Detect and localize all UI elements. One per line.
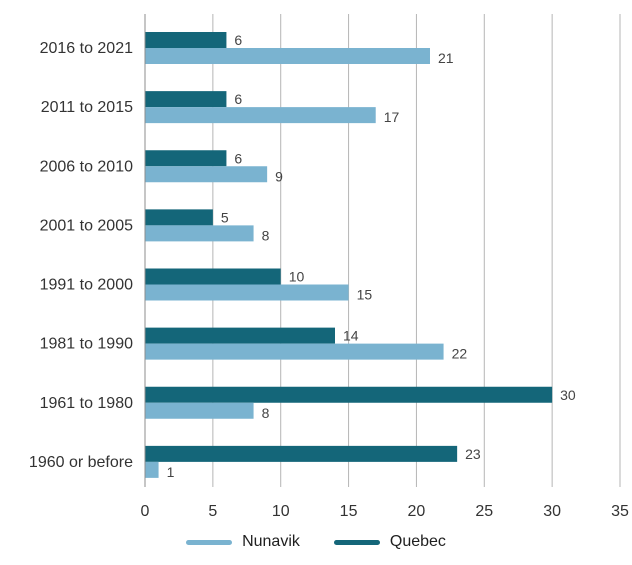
category-label-1981-to-1990: 1981 to 1990 (40, 336, 134, 353)
x-tick-label-5: 5 (208, 503, 217, 520)
bar-nunavik-2011-to-2015 (145, 107, 376, 124)
category-label-2011-to-2015: 2011 to 2015 (41, 99, 133, 116)
x-tick-label-25: 25 (475, 503, 493, 520)
legend-swatch-quebec (333, 539, 380, 545)
data-label-nunavik-2016-to-2021: 21 (438, 50, 454, 66)
data-label-quebec-1961-to-1980: 30 (560, 387, 576, 403)
legend-swatch-nunavik (186, 539, 233, 545)
bar-nunavik-1981-to-1990 (145, 343, 444, 360)
category-label-1960-or-before: 1960 or before (29, 454, 133, 471)
data-label-quebec-2006-to-2010: 6 (234, 150, 242, 166)
x-tick-label-0: 0 (141, 503, 150, 520)
bar-quebec-1991-to-2000 (145, 268, 281, 285)
category-label-2016-to-2021: 2016 to 2021 (40, 40, 134, 57)
bar-nunavik-2006-to-2010 (145, 166, 268, 183)
bar-quebec-2001-to-2005 (145, 209, 213, 226)
x-tick-label-30: 30 (543, 503, 561, 520)
bar-nunavik-1991-to-2000 (145, 284, 349, 301)
bar-nunavik-1961-to-1980 (145, 402, 254, 419)
category-label-1991-to-2000: 1991 to 2000 (40, 277, 134, 294)
data-label-nunavik-2011-to-2015: 17 (384, 109, 400, 125)
x-tick-label-10: 10 (272, 503, 290, 520)
data-label-nunavik-2001-to-2005: 8 (262, 227, 270, 243)
x-tick-label-20: 20 (408, 503, 426, 520)
legend-label-nunavik: Nunavik (242, 533, 300, 550)
data-label-quebec-1981-to-1990: 14 (343, 328, 359, 344)
category-label-2006-to-2010: 2006 to 2010 (40, 158, 134, 175)
bar-quebec-2006-to-2010 (145, 150, 227, 167)
bar-quebec-1960-or-before (145, 445, 458, 462)
legend-item-quebec: Quebec (333, 533, 446, 551)
data-label-quebec-2001-to-2005: 5 (221, 209, 229, 225)
category-label-2001-to-2005: 2001 to 2005 (40, 217, 134, 234)
bar-quebec-1961-to-1980 (145, 386, 553, 403)
chart-legend: Nunavik Quebec (0, 522, 632, 562)
data-label-nunavik-1991-to-2000: 15 (357, 287, 373, 303)
x-tick-label-15: 15 (340, 503, 358, 520)
data-label-quebec-2011-to-2015: 6 (234, 91, 242, 107)
data-label-quebec-1960-or-before: 23 (465, 446, 481, 462)
x-tick-label-35: 35 (611, 503, 629, 520)
bar-quebec-2011-to-2015 (145, 91, 227, 108)
category-label-1961-to-1980: 1961 to 1980 (40, 395, 134, 412)
legend-item-nunavik: Nunavik (186, 533, 300, 551)
bar-quebec-2016-to-2021 (145, 32, 227, 48)
bar-nunavik-1960-or-before (145, 461, 159, 478)
bar-nunavik-2016-to-2021 (145, 48, 430, 64)
data-label-quebec-2016-to-2021: 6 (234, 32, 242, 48)
data-label-nunavik-1981-to-1990: 22 (452, 346, 468, 362)
data-label-nunavik-1961-to-1980: 8 (262, 405, 270, 421)
bar-quebec-1981-to-1990 (145, 327, 335, 344)
data-label-nunavik-1960-or-before: 1 (167, 464, 175, 480)
bar-nunavik-2001-to-2005 (145, 225, 254, 242)
data-label-quebec-1991-to-2000: 10 (289, 269, 305, 285)
data-label-nunavik-2006-to-2010: 9 (275, 168, 283, 184)
legend-label-quebec: Quebec (389, 533, 446, 550)
